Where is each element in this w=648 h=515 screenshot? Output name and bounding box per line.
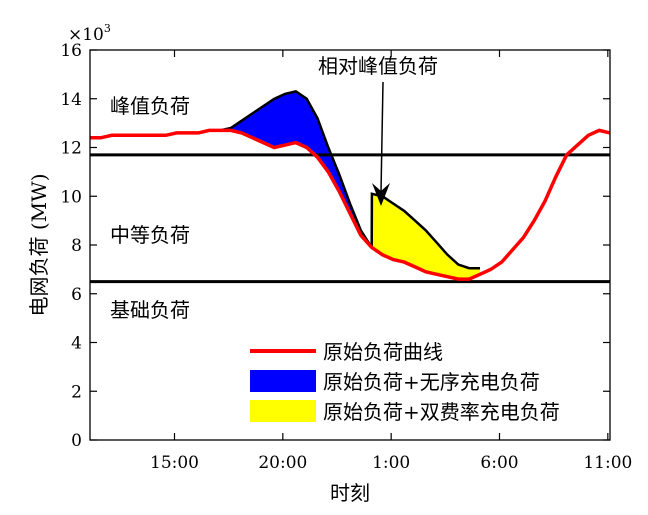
y-multiplier-exponent: 3 [104, 22, 111, 35]
legend-label-disorderly-charging: 原始负荷+无序充电负荷 [323, 370, 540, 394]
legend: 原始负荷曲线 原始负荷+无序充电负荷 原始负荷+双费率充电负荷 [250, 340, 560, 424]
fill-dual-tariff-charging [371, 193, 480, 280]
y-axis-label: 电网负荷 (MW) [27, 174, 51, 317]
x-tick-label: 15:00 [150, 453, 199, 473]
y-tick-label: 8 [71, 236, 82, 256]
legend-swatch-disorderly-charging [250, 370, 316, 392]
x-tick-label: 11:00 [583, 453, 632, 473]
annotation-peak-load: 峰值负荷 [110, 94, 190, 118]
y-multiplier-base: ×10 [68, 25, 104, 45]
legend-swatch-dual-tariff-charging [250, 400, 316, 422]
ticks: 0 2 4 6 8 10 12 14 16 15:00 20:00 1:00 6:00 11:00 [60, 41, 632, 473]
y-tick-label: 6 [71, 285, 82, 305]
legend-label-original-load: 原始负荷曲线 [323, 340, 443, 364]
y-multiplier-label: ×103 [68, 22, 111, 45]
plot-fills [220, 91, 480, 280]
y-tick-label: 14 [60, 90, 82, 110]
plot-lines [90, 90, 611, 284]
annotation-base-load: 基础负荷 [110, 298, 190, 322]
y-tick-label: 12 [60, 139, 82, 159]
line-original-load [90, 128, 611, 281]
x-tick-label: 6:00 [480, 453, 518, 473]
y-tick-label: 4 [71, 334, 82, 354]
y-tick-label: 16 [60, 41, 82, 61]
x-axis-label: 时刻 [330, 481, 370, 505]
annotation-relative-peak: 相对峰值负荷 [318, 54, 438, 78]
annotation-arrow-line [380, 81, 384, 193]
y-tick-label: 2 [71, 382, 82, 402]
y-tick-label: 0 [71, 431, 82, 451]
y-tick-label: 10 [60, 187, 82, 207]
annotation-medium-load: 中等负荷 [110, 223, 190, 247]
fill-disorderly-charging [220, 91, 372, 248]
x-tick-label: 1:00 [372, 453, 410, 473]
fill-disorderly-charging-outline [219, 90, 373, 249]
annotation-arrowhead [372, 183, 390, 206]
x-tick-label: 20:00 [258, 453, 307, 473]
legend-label-dual-tariff-charging: 原始负荷+双费率充电负荷 [323, 400, 560, 424]
